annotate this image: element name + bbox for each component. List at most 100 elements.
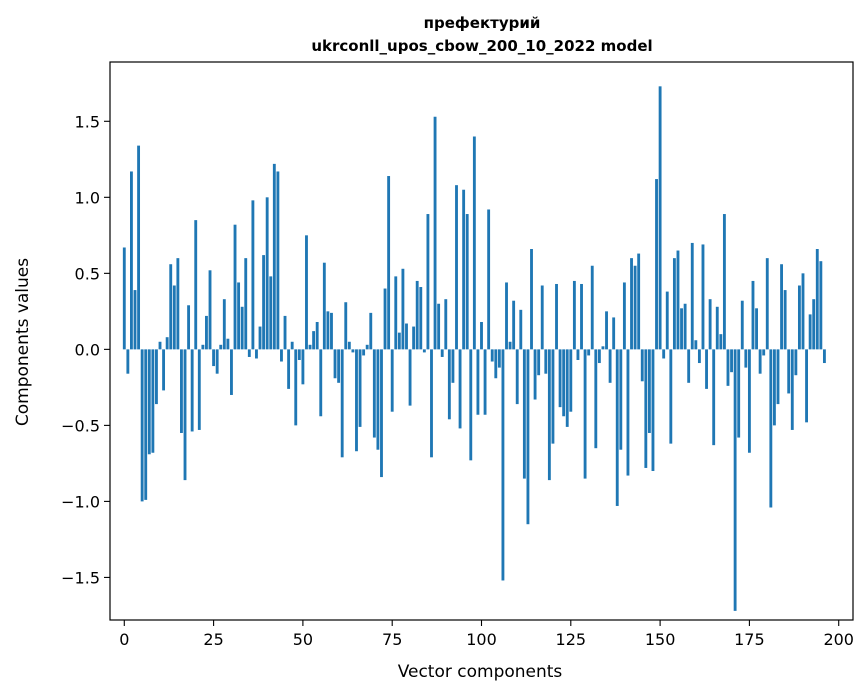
bar-84: [422, 349, 426, 353]
bar-50: [301, 349, 305, 385]
bar-126: [572, 280, 576, 350]
bar-34: [244, 258, 248, 350]
bar-61: [340, 349, 344, 458]
bar-182: [772, 349, 776, 426]
bar-95: [462, 189, 466, 350]
bar-131: [590, 265, 594, 350]
bar-3: [133, 290, 137, 350]
x-tick-label: 75: [382, 630, 402, 649]
chart-title-line-2: ukrconll_upos_cbow_200_10_2022 model: [311, 37, 652, 55]
bar-132: [594, 349, 598, 449]
bar-13: [169, 264, 173, 350]
bar-159: [690, 242, 694, 350]
bar-165: [712, 349, 716, 446]
bar-161: [697, 349, 701, 364]
bar-7: [147, 349, 151, 455]
bar-16: [180, 349, 183, 433]
bar-145: [640, 349, 644, 382]
bar-47: [290, 341, 294, 350]
bar-109: [512, 300, 516, 350]
bar-12: [165, 337, 169, 350]
bar-105: [497, 349, 501, 368]
bar-150: [658, 86, 662, 350]
bar-98: [472, 136, 476, 350]
bar-186: [787, 349, 791, 394]
bar-153: [669, 349, 673, 444]
bar-148: [651, 349, 655, 471]
bar-53: [312, 331, 316, 350]
bar-151: [662, 349, 666, 359]
bar-129: [583, 349, 587, 479]
bar-130: [587, 349, 591, 356]
bar-141: [626, 349, 630, 476]
bar-167: [719, 334, 723, 350]
bar-21: [197, 349, 201, 430]
bar-135: [605, 311, 608, 350]
bar-73: [383, 288, 387, 350]
bar-39: [262, 255, 266, 350]
bar-29: [226, 338, 230, 350]
bar-169: [726, 349, 730, 386]
bar-120: [551, 349, 555, 444]
bar-26: [215, 349, 219, 374]
y-tick-label: 0.5: [75, 264, 100, 283]
bar-123: [562, 349, 566, 417]
bar-23: [205, 315, 208, 350]
bar-192: [808, 314, 812, 350]
bar-56: [322, 262, 326, 350]
bar-51: [305, 235, 308, 350]
bar-168: [722, 214, 726, 350]
bar-1: [126, 349, 130, 374]
bar-64: [351, 349, 355, 353]
x-tick-label: 150: [645, 630, 676, 649]
bar-35: [247, 349, 251, 357]
bar-87: [433, 116, 437, 350]
bar-166: [715, 306, 719, 350]
bar-19: [190, 349, 194, 432]
bar-190: [801, 273, 805, 350]
bar-83: [419, 287, 423, 350]
bar-110: [515, 349, 519, 405]
bar-33: [240, 306, 244, 350]
bar-113: [526, 349, 530, 525]
bar-175: [747, 349, 751, 453]
bar-92: [451, 349, 455, 383]
bar-121: [555, 283, 558, 350]
bar-43: [276, 171, 280, 350]
bar-55: [319, 349, 323, 417]
x-tick-label: 25: [203, 630, 223, 649]
bar-14: [172, 285, 176, 350]
bar-146: [644, 349, 648, 468]
bar-119: [547, 349, 551, 481]
bar-127: [576, 349, 580, 360]
bar-86: [430, 349, 433, 458]
bar-59: [333, 349, 337, 379]
bar-194: [815, 249, 819, 350]
bar-101: [483, 349, 487, 415]
bar-9: [155, 349, 158, 405]
bar-189: [797, 285, 801, 350]
bar-40: [265, 197, 269, 350]
bar-152: [665, 291, 669, 350]
bar-5: [140, 349, 144, 502]
bar-28: [222, 299, 226, 350]
bar-54: [315, 321, 319, 350]
bar-170: [730, 349, 733, 373]
bar-24: [208, 270, 212, 350]
bar-67: [362, 349, 366, 356]
bar-93: [455, 185, 458, 350]
bar-149: [655, 179, 658, 350]
x-tick-label: 50: [293, 630, 313, 649]
bar-144: [637, 253, 641, 350]
bar-133: [597, 349, 601, 364]
y-tick-label: 0.0: [75, 340, 100, 359]
bar-179: [762, 349, 766, 356]
y-tick-label: −0.5: [61, 416, 100, 435]
y-tick-label: 1.0: [75, 188, 100, 207]
bar-30: [230, 349, 233, 395]
bar-104: [494, 349, 498, 379]
bar-108: [508, 341, 512, 350]
bar-6: [144, 349, 148, 500]
bar-111: [519, 309, 523, 350]
bar-142: [630, 258, 633, 350]
